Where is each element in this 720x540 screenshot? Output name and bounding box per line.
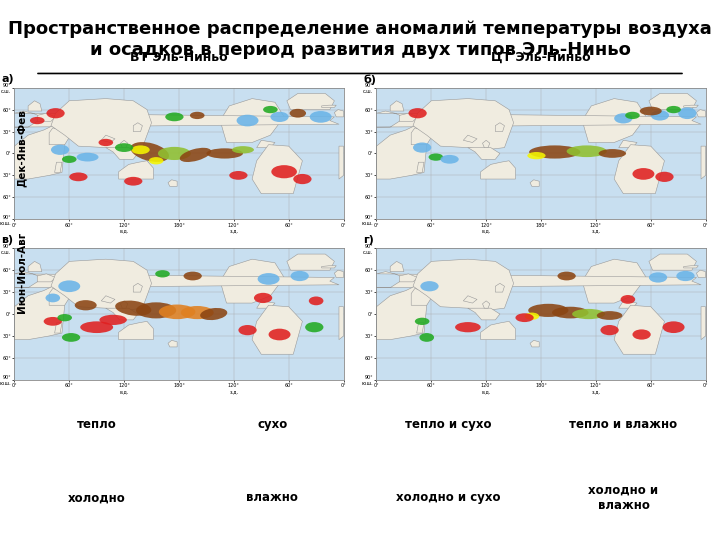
- Ellipse shape: [455, 322, 481, 332]
- Ellipse shape: [99, 315, 127, 325]
- Ellipse shape: [69, 172, 88, 181]
- Ellipse shape: [51, 145, 69, 155]
- Ellipse shape: [597, 311, 622, 320]
- Ellipse shape: [420, 281, 438, 292]
- Ellipse shape: [76, 153, 99, 161]
- Ellipse shape: [516, 313, 534, 322]
- Ellipse shape: [166, 112, 184, 122]
- Ellipse shape: [598, 149, 626, 158]
- Text: а): а): [1, 75, 14, 84]
- Ellipse shape: [190, 112, 204, 119]
- Ellipse shape: [130, 142, 169, 162]
- Ellipse shape: [184, 272, 202, 280]
- Ellipse shape: [271, 165, 297, 178]
- Ellipse shape: [58, 280, 80, 292]
- Ellipse shape: [614, 113, 632, 124]
- Ellipse shape: [158, 147, 191, 160]
- Ellipse shape: [115, 143, 133, 152]
- Ellipse shape: [600, 325, 618, 335]
- Ellipse shape: [181, 306, 214, 319]
- Ellipse shape: [557, 272, 576, 280]
- Ellipse shape: [62, 156, 76, 163]
- Ellipse shape: [258, 273, 279, 285]
- Ellipse shape: [180, 148, 211, 162]
- Text: холодно и
влажно: холодно и влажно: [588, 484, 659, 512]
- Ellipse shape: [75, 300, 96, 310]
- Ellipse shape: [567, 145, 607, 157]
- Ellipse shape: [655, 172, 674, 182]
- Ellipse shape: [207, 148, 243, 159]
- Ellipse shape: [232, 146, 254, 153]
- Ellipse shape: [263, 106, 278, 113]
- Text: ЦТ Эль-Ниньо: ЦТ Эль-Ниньо: [491, 51, 591, 64]
- Ellipse shape: [525, 313, 539, 320]
- Ellipse shape: [651, 110, 669, 120]
- Ellipse shape: [237, 114, 258, 126]
- Ellipse shape: [80, 321, 113, 333]
- Ellipse shape: [415, 318, 430, 325]
- Ellipse shape: [420, 333, 434, 342]
- Text: тепло: тепло: [76, 417, 117, 430]
- Ellipse shape: [269, 329, 290, 340]
- Ellipse shape: [678, 107, 696, 119]
- Ellipse shape: [124, 177, 143, 186]
- Ellipse shape: [30, 117, 45, 124]
- Text: холодно: холодно: [68, 491, 125, 504]
- Ellipse shape: [552, 307, 588, 319]
- Text: тепло и влажно: тепло и влажно: [570, 417, 678, 430]
- Ellipse shape: [309, 296, 323, 305]
- Ellipse shape: [529, 145, 580, 159]
- Ellipse shape: [413, 143, 431, 153]
- Ellipse shape: [254, 293, 272, 303]
- Ellipse shape: [149, 157, 163, 164]
- Ellipse shape: [662, 321, 685, 333]
- Ellipse shape: [238, 325, 257, 335]
- Ellipse shape: [293, 174, 312, 184]
- Ellipse shape: [132, 145, 150, 154]
- Text: б): б): [364, 75, 377, 85]
- Text: г): г): [364, 235, 374, 245]
- Ellipse shape: [632, 329, 651, 340]
- Ellipse shape: [621, 295, 635, 304]
- Ellipse shape: [62, 333, 80, 342]
- Ellipse shape: [649, 272, 667, 282]
- Ellipse shape: [625, 112, 640, 119]
- Ellipse shape: [572, 309, 605, 319]
- Text: холодно и сухо: холодно и сухо: [395, 491, 500, 504]
- Ellipse shape: [115, 301, 151, 316]
- Ellipse shape: [289, 109, 306, 118]
- Text: влажно: влажно: [246, 491, 298, 504]
- Text: сухо: сухо: [257, 417, 287, 430]
- Ellipse shape: [229, 171, 248, 180]
- Ellipse shape: [156, 270, 170, 278]
- Ellipse shape: [45, 294, 60, 302]
- Ellipse shape: [310, 111, 332, 123]
- Ellipse shape: [676, 271, 695, 281]
- Ellipse shape: [632, 168, 654, 180]
- Ellipse shape: [99, 139, 113, 146]
- Ellipse shape: [271, 112, 289, 122]
- Ellipse shape: [666, 106, 681, 113]
- Ellipse shape: [640, 106, 662, 116]
- Ellipse shape: [528, 304, 569, 317]
- Ellipse shape: [58, 314, 72, 321]
- Text: в): в): [1, 235, 14, 245]
- Text: Дек-Янв-Фев: Дек-Янв-Фев: [17, 110, 27, 187]
- Ellipse shape: [305, 322, 323, 332]
- Ellipse shape: [44, 317, 62, 326]
- Text: Пространственное распределение аномалий температуры воздуха
и осадков в период р: Пространственное распределение аномалий …: [8, 20, 712, 59]
- Text: Июн-Июл-Авг: Июн-Июл-Авг: [17, 232, 27, 313]
- Ellipse shape: [136, 302, 176, 319]
- Ellipse shape: [290, 271, 309, 281]
- Text: ВТ Эль-Ниньо: ВТ Эль-Ниньо: [130, 51, 228, 64]
- Text: тепло и сухо: тепло и сухо: [405, 417, 491, 430]
- Ellipse shape: [408, 108, 427, 118]
- Ellipse shape: [200, 308, 228, 320]
- Ellipse shape: [46, 108, 65, 118]
- Ellipse shape: [527, 152, 546, 159]
- Ellipse shape: [428, 153, 444, 161]
- Ellipse shape: [441, 155, 459, 164]
- Ellipse shape: [159, 305, 195, 319]
